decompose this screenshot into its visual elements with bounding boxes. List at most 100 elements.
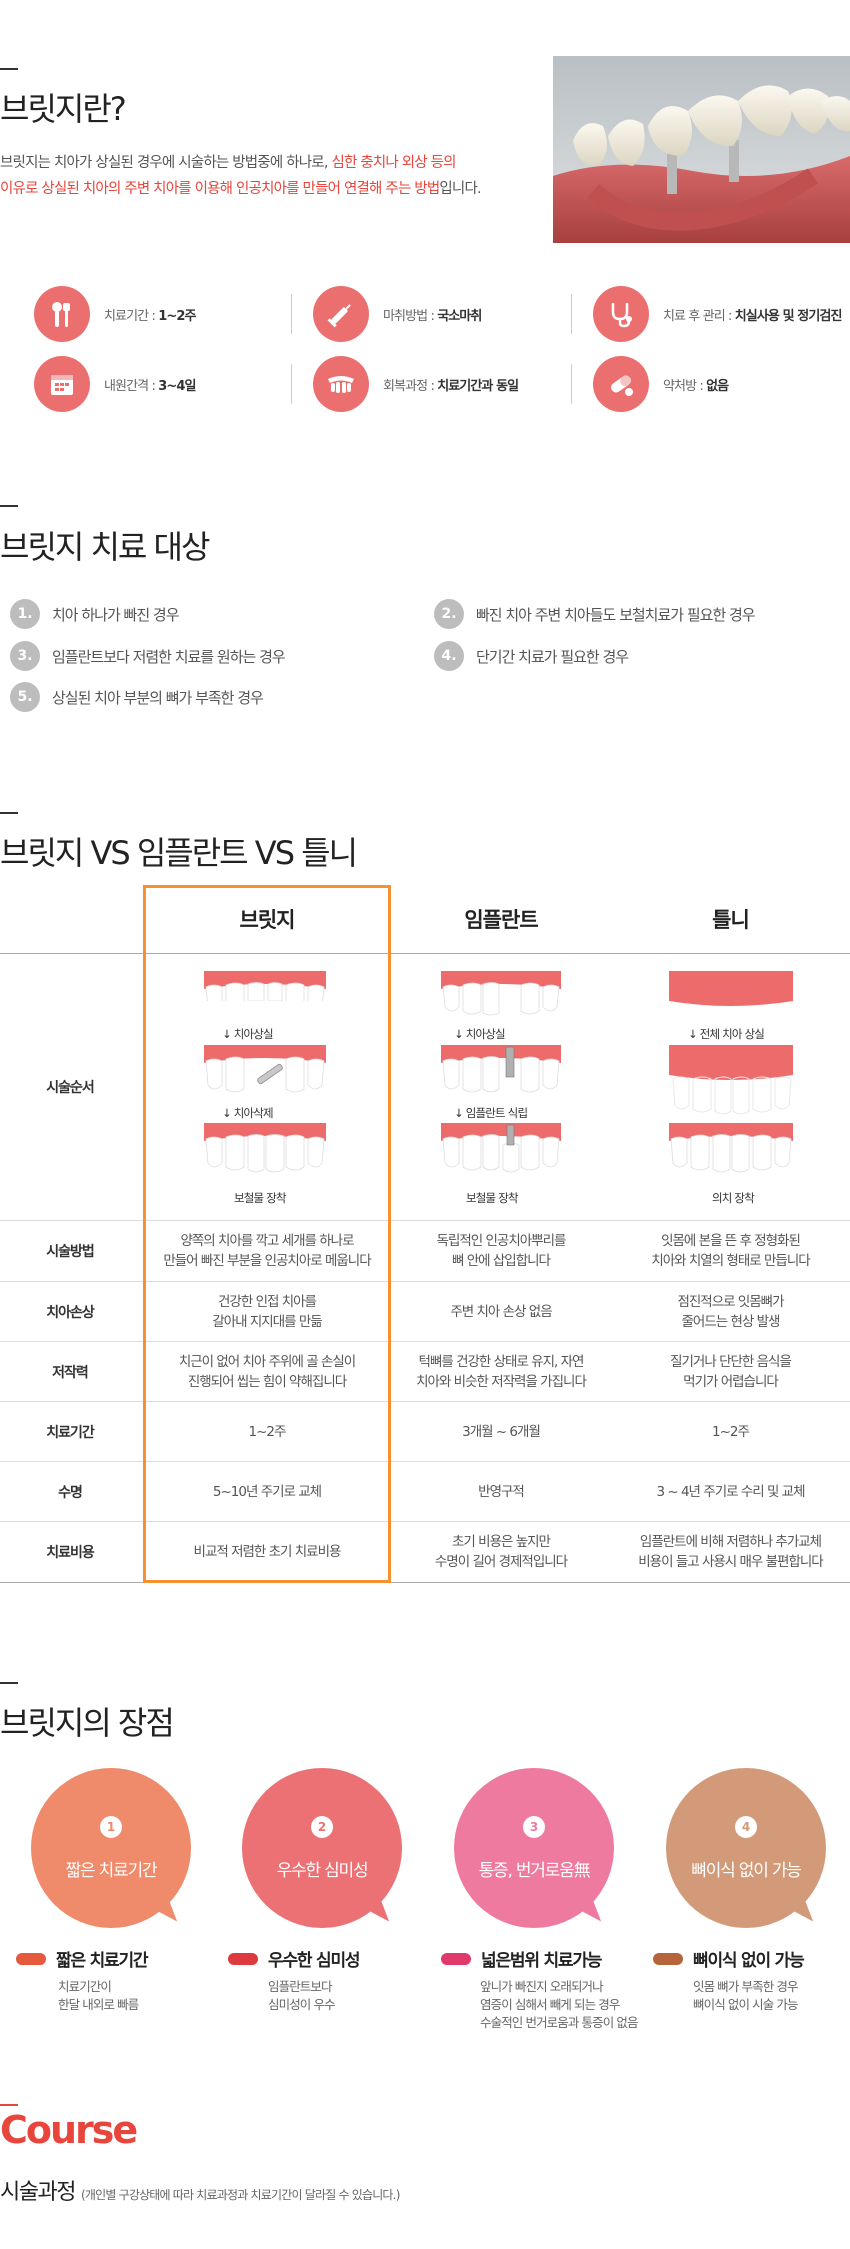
bridge-column-highlight (143, 885, 391, 1583)
cell-denture-chewing: 질기거나 단단한 음식을 먹기가 어렵습니다 (670, 1353, 792, 1390)
bridge-step1-image (204, 971, 326, 1016)
cell-denture-method: 잇몸에 본을 뜬 후 정형화된 치아와 치열의 형태로 만듭니다 (651, 1233, 810, 1269)
cell-implant-chewing: 턱뼈를 건강한 상태로 유지, 자연 치아와 비슷한 저작력을 가집니다 (416, 1353, 587, 1390)
cell-denture-cost: 임플란트에 비해 저렴하나 추가교체 비용이 들고 사용시 매우 불편합니다 (638, 1534, 823, 1570)
target-number: 2. (434, 599, 464, 629)
denture-step2-image (669, 1123, 793, 1173)
target-text: 빠진 치아 주변 치아들도 보철치료가 필요한 경우 (476, 605, 756, 624)
target-item: 3. 임플란트보다 저렴한 치료를 원하는 경우 (10, 640, 286, 672)
denture-step1-image (669, 971, 793, 1006)
advantage-label-1: 짧은 치료기간 (16, 1946, 149, 1971)
advantage-pill (653, 1952, 683, 1965)
advantage-bubble-text: 우수한 심미성 (276, 1860, 369, 1881)
row-header-chewing: 저작력 (52, 1364, 89, 1381)
cell-bridge-period: 1~2주 (248, 1423, 287, 1440)
table-rule (0, 1521, 850, 1522)
teeth-icon (313, 356, 369, 412)
info-item-recovery: 회복과정 : 치료기간과 동일 (313, 356, 519, 412)
advantage-bubble-text: 짧은 치료기간 (65, 1860, 158, 1881)
cell-implant-cost: 초기 비용은 높지만 수명이 길어 경제적입니다 (434, 1534, 568, 1570)
info-text-prescription: 약처방 : 없음 (663, 378, 729, 394)
row-header-damage: 치아손상 (46, 1304, 95, 1321)
advantage-label-2: 우수한 심미성 (228, 1946, 361, 1971)
advantage-bubble-2: 2 우수한 심미성 (242, 1768, 402, 1928)
advantage-desc-3: 앞니가 빠진지 오래되거나 염증이 심해서 빼게 되는 경우 수술적인 번거로움과 … (480, 1979, 639, 2030)
intro-plain-2: 입니다. (439, 181, 481, 197)
advantage-number: 1 (100, 1815, 122, 1838)
implant-step3-image (441, 1123, 561, 1173)
table-rule (0, 953, 850, 954)
section-dash (0, 2104, 18, 2106)
column-header-denture: 틀니 (712, 908, 750, 932)
info-item-anesthesia: 마취방법 : 국소마취 (313, 286, 482, 342)
advantage-pill (228, 1952, 258, 1965)
column-header-implant: 임플란트 (464, 908, 538, 932)
table-rule (0, 1461, 850, 1462)
section-dash (0, 68, 18, 70)
advantage-desc-1: 치료기간이 한달 내외로 빠름 (58, 1979, 139, 2012)
caption-implant-step3: 보철물 장착 (466, 1191, 519, 1205)
intro-text: 브릿지는 치아가 상실된 경우에 시술하는 방법중에 하나로, 심한 충치나 외… (0, 150, 540, 202)
target-number: 1. (10, 599, 40, 629)
section-dash (0, 812, 18, 814)
info-text-aftercare: 치료 후 관리 : 치실사용 및 정기검진 (663, 308, 842, 324)
advantage-pill (441, 1952, 471, 1965)
info-item-period: 치료기간 : 1~2주 (34, 286, 196, 342)
table-rule (0, 1401, 850, 1402)
cell-implant-damage: 주변 치아 손상 없음 (450, 1303, 552, 1320)
caption-bridge-step2: ↓ 치아삭제 (222, 1106, 274, 1120)
table-rule (0, 1582, 850, 1583)
advantage-bubble-3: 3 통증, 번거로움無 (454, 1768, 614, 1928)
pill-icon (593, 356, 649, 412)
advantage-number: 4 (735, 1815, 757, 1838)
advantage-title: 우수한 심미성 (268, 1951, 361, 1971)
caption-implant-step1: ↓ 치아상실 (454, 1027, 506, 1041)
target-number: 5. (10, 682, 40, 712)
cell-bridge-damage: 건강한 인접 치아를 갈아내 지지대를 만듦 (212, 1293, 322, 1330)
section-title-what: 브릿지란? (0, 90, 127, 128)
info-item-aftercare: 치료 후 관리 : 치실사용 및 정기검진 (593, 286, 842, 342)
cell-implant-method: 독립적인 인공치아뿌리를 뼈 안에 삽입합니다 (436, 1233, 567, 1269)
section-dash (0, 505, 18, 507)
section-dash (0, 1682, 18, 1684)
advantage-pill (16, 1952, 46, 1965)
caption-bridge-step3: 보철물 장착 (234, 1191, 287, 1205)
advantage-bubble-4: 4 뼈이식 없이 가능 (666, 1768, 826, 1928)
advantage-desc-2: 임플란트보다 심미성이 우수 (268, 1979, 336, 2012)
treatment-info-grid: 치료기간 : 1~2주 마취방법 : 국소마취 치료 후 관리 : 치실사용 및… (34, 286, 850, 416)
caption-bridge-step1: ↓ 치아상실 (222, 1027, 274, 1041)
bridge-step2-image (204, 1045, 326, 1093)
advantage-desc-4: 잇몸 뼈가 부족한 경우 뼈이식 없이 시술 가능 (693, 1979, 799, 2012)
cell-bridge-method: 양쪽의 치아를 깍고 세개를 하나로 만들어 빠진 부분을 인공치아로 메웁니다 (163, 1233, 371, 1269)
course-subtitle: 시술과정 (개인별 구강상태에 따라 치료과정과 치료기간이 달라질 수 있습니다… (0, 2174, 400, 2206)
intro-highlight-2: 이유로 상실된 치아의 주변 치아를 이용해 인공치아를 만들어 연결해 주는 … (0, 181, 440, 197)
target-text: 임플란트보다 저렴한 치료를 원하는 경우 (52, 647, 286, 666)
advantage-label-4: 뼈이식 없이 가능 (653, 1946, 805, 1971)
row-header-method: 시술방법 (46, 1244, 95, 1260)
divider (291, 294, 292, 334)
course-title: Course (0, 2108, 138, 2152)
section-title-compare: 브릿지 VS 임플란트 VS 틀니 (0, 834, 358, 872)
advantage-number: 3 (523, 1815, 545, 1838)
target-text: 치아 하나가 빠진 경우 (52, 605, 180, 624)
advantage-title: 뼈이식 없이 가능 (693, 1951, 805, 1971)
table-rule (0, 1220, 850, 1221)
caption-denture-step2: 의치 장착 (712, 1191, 755, 1205)
table-rule (0, 1341, 850, 1342)
stethoscope-icon (593, 286, 649, 342)
advantage-number: 2 (311, 1815, 333, 1838)
cell-bridge-chewing: 치근이 없어 치아 주위에 골 손실이 진행되어 씹는 힘이 약해집니다 (178, 1353, 356, 1390)
bridge-illustration (553, 56, 850, 243)
target-text: 단기간 치료가 필요한 경우 (476, 647, 629, 666)
tool-icon (34, 286, 90, 342)
divider (291, 364, 292, 404)
caption-denture-step1: ↓ 전체 치아 상실 (688, 1027, 765, 1041)
target-item: 4. 단기간 치료가 필요한 경우 (434, 640, 629, 672)
caption-implant-step2: ↓ 임플란트 식립 (454, 1106, 528, 1120)
cell-bridge-lifespan: 5~10년 주기로 교체 (212, 1483, 322, 1500)
target-number: 3. (10, 641, 40, 671)
course-subtitle-text: 시술과정 (0, 2180, 76, 2205)
section-title-advantages: 브릿지의 장점 (0, 1704, 175, 1742)
cell-bridge-cost: 비교적 저렴한 초기 치료비용 (193, 1544, 342, 1560)
implant-step1-image (441, 971, 561, 1016)
